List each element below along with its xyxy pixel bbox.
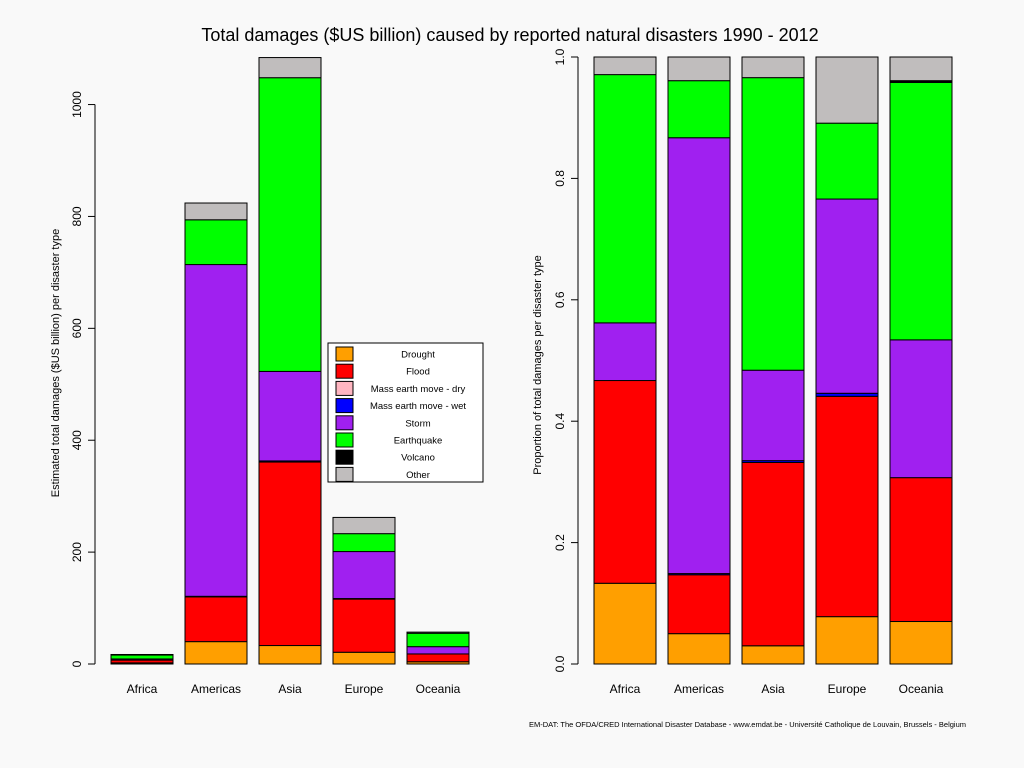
bar-1-oceania-other — [889, 56, 953, 82]
bar-0-americas-flood — [184, 596, 248, 643]
legend-swatch-earthquake — [335, 432, 354, 448]
y-axis-label-1: Proportion of total damages per disaster… — [532, 255, 544, 475]
bar-0-americas-other — [184, 202, 248, 221]
x-tick-label-0-americas: Americas — [191, 682, 241, 696]
bar-0-europe-drought — [332, 651, 396, 665]
y-tick-label-0-4: 800 — [70, 206, 84, 226]
bar-0-asia-other — [258, 57, 322, 79]
bar-1-africa-other — [593, 56, 657, 76]
x-tick-label-1-oceania: Oceania — [899, 682, 944, 696]
bar-1-oceania-storm — [889, 339, 953, 479]
x-tick-label-1-europe: Europe — [828, 682, 867, 696]
bar-0-africa-earthquake — [110, 654, 174, 660]
legend-label-mass-earth-move-dry: Mass earth move - dry — [371, 384, 466, 395]
bar-1-europe-earthquake — [815, 122, 879, 200]
bar-1-africa-storm — [593, 322, 657, 382]
bar-1-asia-storm — [741, 369, 805, 462]
bar-1-africa-flood — [593, 380, 657, 584]
bar-1-asia-other — [741, 56, 805, 79]
legend-swatch-mass-earth-move-dry — [335, 380, 354, 396]
legend-box — [327, 342, 484, 483]
right-chart-proportion-damages: 0.0 0.2 0.4 0.6 0.8 1.0 Proportion of total da… — [532, 48, 953, 696]
bar-0-oceania-flood — [406, 653, 470, 663]
chart-title: Total damages ($US billion) caused by re… — [201, 25, 818, 45]
legend-swatch-mass-earth-move-wet — [335, 398, 354, 414]
legend-label-storm: Storm — [405, 418, 430, 429]
legend-label-volcano: Volcano — [401, 453, 435, 464]
left-chart-absolute-damages: 0 200 400 600 800 1000 Estimated total damages… — [50, 57, 470, 696]
bar-1-europe-other — [815, 56, 879, 124]
bar-1-oceania-flood — [889, 477, 953, 623]
y-tick-label-0-5: 1000 — [70, 91, 84, 118]
y-tick-label-1-1: 0.2 — [553, 534, 567, 551]
y-tick-label-0-1: 200 — [70, 542, 84, 562]
y-tick-label-1-2: 0.4 — [553, 413, 567, 430]
bar-1-europe-drought — [815, 616, 879, 665]
y-tick-label-1-4: 0.8 — [553, 170, 567, 187]
x-tick-label-0-africa: Africa — [127, 682, 158, 696]
legend-label-drought: Drought — [401, 350, 435, 361]
y-tick-label-1-3: 0.6 — [553, 291, 567, 308]
bar-1-americas-drought — [667, 633, 731, 665]
legend-label-mass-earth-move-wet: Mass earth move - wet — [370, 401, 466, 412]
bar-1-africa-earthquake — [593, 74, 657, 324]
bar-1-africa-drought — [593, 582, 657, 665]
bar-0-europe-flood — [332, 598, 396, 653]
bar-1-americas-other — [667, 56, 731, 82]
legend-label-flood: Flood — [406, 367, 430, 378]
y-tick-label-0-2: 400 — [70, 430, 84, 450]
bar-1-europe-storm — [815, 198, 879, 394]
y-tick-label-0-0: 0 — [70, 660, 84, 667]
bar-1-americas-storm — [667, 137, 731, 575]
bar-0-asia-storm — [258, 370, 322, 462]
legend-swatch-volcano — [335, 449, 354, 465]
legend-label-other: Other — [406, 470, 430, 481]
legend-label-earthquake: Earthquake — [394, 436, 443, 447]
bar-0-europe-storm — [332, 551, 396, 600]
legend: Drought Flood Mass earth move - dry Mass ea… — [327, 342, 484, 483]
y-tick-label-0-3: 600 — [70, 318, 84, 338]
bar-0-africa-other — [110, 653, 174, 656]
bar-1-asia-earthquake — [741, 77, 805, 371]
bar-1-asia-flood — [741, 461, 805, 647]
x-tick-label-0-oceania: Oceania — [416, 682, 461, 696]
bar-0-asia-drought — [258, 645, 322, 665]
legend-swatch-flood — [335, 363, 354, 379]
bar-0-oceania-other — [406, 631, 470, 634]
x-tick-label-1-africa: Africa — [610, 682, 641, 696]
bar-0-asia-earthquake — [258, 77, 322, 372]
legend-swatch-other — [335, 466, 354, 482]
y-axis-label-0: Estimated total damages ($US billion) pe… — [50, 229, 62, 497]
y-tick-label-1-0: 0.0 — [553, 655, 567, 672]
x-tick-label-0-asia: Asia — [278, 682, 302, 696]
bar-0-asia-flood — [258, 461, 322, 647]
legend-swatch-storm — [335, 415, 354, 431]
bar-1-asia-drought — [741, 645, 805, 665]
bar-0-oceania-earthquake — [406, 632, 470, 648]
x-tick-label-0-europe: Europe — [345, 682, 384, 696]
bar-0-europe-earthquake — [332, 533, 396, 553]
bar-0-americas-earthquake — [184, 219, 248, 266]
bar-1-oceania-earthquake — [889, 81, 953, 341]
bar-0-americas-storm — [184, 264, 248, 597]
source-note: EM-DAT: The OFDA/CRED International Disa… — [529, 720, 966, 729]
bar-1-americas-earthquake — [667, 80, 731, 139]
bar-1-europe-flood — [815, 395, 879, 618]
legend-swatch-drought — [335, 346, 354, 362]
bar-0-oceania-storm — [406, 646, 470, 655]
bar-1-americas-flood — [667, 574, 731, 635]
x-tick-label-1-asia: Asia — [761, 682, 785, 696]
y-tick-label-1-5: 1.0 — [553, 48, 567, 65]
x-tick-label-1-americas: Americas — [674, 682, 724, 696]
bar-0-europe-other — [332, 516, 396, 535]
bar-0-americas-drought — [184, 641, 248, 665]
bar-1-oceania-drought — [889, 621, 953, 665]
